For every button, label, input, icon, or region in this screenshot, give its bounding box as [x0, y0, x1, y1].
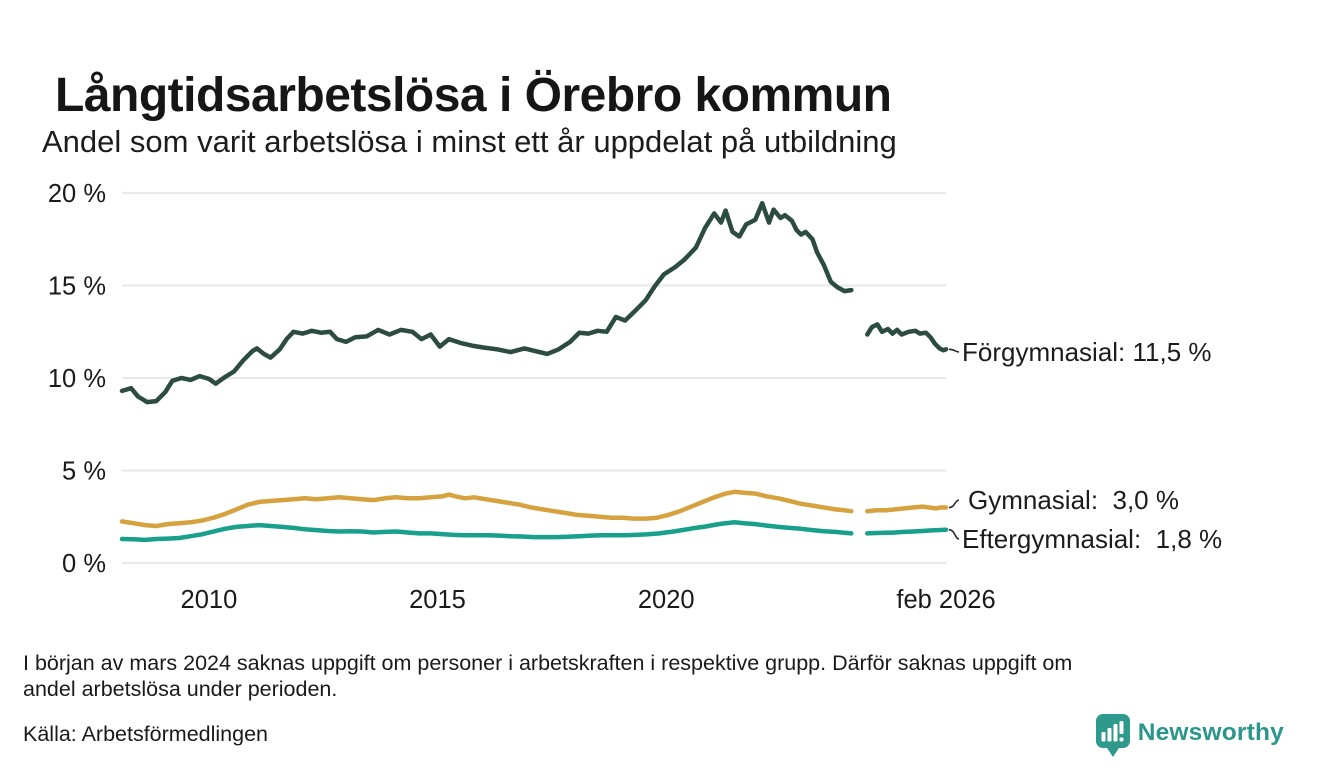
chart-footnote: I början av mars 2024 saknas uppgift om …	[23, 650, 1072, 702]
footnote-line-2: andel arbetslösa under perioden.	[23, 677, 338, 701]
label-connector-gymnasial	[948, 499, 960, 509]
series-line-gymnasial	[865, 504, 949, 514]
series-end-label-eftergymnasial: Eftergymnasial: 1,8 %	[962, 524, 1223, 554]
newsworthy-pin-icon	[1095, 714, 1130, 757]
series-line-förgymnasial	[865, 322, 949, 353]
x-tick-label: 2015	[409, 586, 466, 614]
series-end-label-forgymnasial: Förgymnasial: 11,5 %	[962, 337, 1212, 367]
series-line-gymnasial	[119, 489, 854, 529]
page-subtitle: Andel som varit arbetslösa i minst ett å…	[42, 124, 897, 159]
y-tick-label: 0 %	[62, 550, 106, 578]
series-line-förgymnasial	[119, 200, 854, 405]
newsworthy-wordmark: Newsworthy	[1137, 719, 1284, 746]
footnote-line-1: I början av mars 2024 saknas uppgift om …	[23, 651, 1073, 675]
y-tick-label: 20 %	[48, 180, 106, 208]
y-tick-label: 10 %	[48, 365, 106, 393]
x-tick-label: 2020	[638, 586, 695, 614]
series-line-eftergymnasial	[865, 527, 949, 536]
x-tick-label: 2010	[181, 586, 238, 614]
series-end-label-gymnasial: Gymnasial: 3,0 %	[968, 485, 1179, 515]
newsworthy-logo[interactable]: Newsworthy	[1095, 714, 1284, 757]
y-tick-label: 15 %	[48, 273, 106, 301]
page-title: Långtidsarbetslösa i Örebro kommun	[55, 69, 892, 123]
y-tick-label: 5 %	[62, 458, 106, 486]
source-credit: Källa: Arbetsförmedlingen	[23, 722, 269, 746]
label-connector-förgymnasial	[948, 348, 960, 353]
series-line-eftergymnasial	[119, 520, 854, 543]
label-connector-eftergymnasial	[948, 528, 960, 540]
x-tick-label: feb 2026	[896, 586, 995, 614]
